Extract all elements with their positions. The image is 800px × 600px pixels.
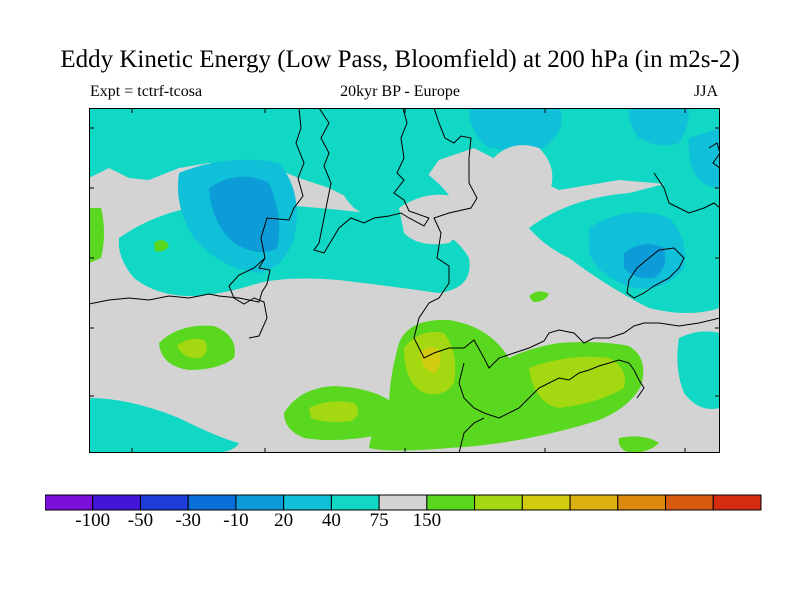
coastline-lake xyxy=(626,247,685,299)
colorbar-swatch xyxy=(521,494,571,511)
colorbar-swatch xyxy=(330,494,380,511)
colorbar-label: 150 xyxy=(412,510,442,531)
coastline-inland-sea xyxy=(458,359,645,419)
contour-near-zero-patch xyxy=(399,194,463,245)
coastline-center-east xyxy=(413,108,720,369)
colorbar-label: 40 xyxy=(321,510,341,531)
contour-pos-west-edge xyxy=(89,208,104,263)
coastline-west xyxy=(89,108,305,305)
colorbar-swatch xyxy=(426,494,476,511)
contour-neg-west-core xyxy=(209,176,280,252)
anomaly-map xyxy=(89,108,720,453)
contour-pos-west-small xyxy=(154,240,169,252)
colorbar-swatch xyxy=(187,494,237,511)
colorbar-swatch xyxy=(378,494,428,511)
contour-pos-south-west-core xyxy=(309,401,359,422)
contour-near-zero-patch-east xyxy=(489,145,553,198)
colorbar-swatch xyxy=(235,494,285,511)
coastline-south xyxy=(458,417,485,453)
contour-pos-south-edge xyxy=(618,436,659,453)
colorbar-label: -10 xyxy=(223,510,249,531)
contour-pos-south-east-mid xyxy=(529,356,625,408)
contour-neg-north-east-core xyxy=(628,108,689,146)
colorbar-swatch xyxy=(712,494,762,511)
contour-pos-south-central-core xyxy=(419,347,441,373)
frame-ticks xyxy=(89,108,720,453)
coastlines xyxy=(89,108,720,453)
experiment-label: Expt = tctrf-tcosa xyxy=(90,83,203,100)
coastline-peninsula xyxy=(228,257,268,339)
colorbar-swatch xyxy=(569,494,619,511)
contour-pos-west-core xyxy=(177,338,207,359)
contour-neg-south-east xyxy=(677,331,720,409)
period-region-label: 20kyr BP - Europe xyxy=(340,83,460,100)
colorbar xyxy=(45,494,762,511)
colorbar-swatch xyxy=(45,494,94,511)
colorbar-swatch xyxy=(617,494,667,511)
coastline-east-north xyxy=(653,172,720,214)
colorbar-swatch xyxy=(92,494,141,511)
contour-neg-north-band xyxy=(89,108,720,203)
coastline-far-east xyxy=(708,142,720,169)
coastline-north xyxy=(313,108,430,254)
season-label: JJA xyxy=(693,83,718,100)
colorbar-swatch xyxy=(283,494,332,511)
colorbar-swatch xyxy=(474,494,523,511)
map-title: Eddy Kinetic Energy (Low Pass, Bloomfiel… xyxy=(60,46,740,73)
colorbar-swatch xyxy=(139,494,189,511)
colorbar-label: -30 xyxy=(175,510,201,531)
colorbar-label: -100 xyxy=(75,510,111,531)
contour-pos-east-small xyxy=(529,291,549,302)
colorbar-label: 75 xyxy=(369,510,389,531)
colorbar-swatch xyxy=(665,494,714,511)
colorbar-label: -50 xyxy=(127,510,154,531)
contour-neg-south-west xyxy=(89,398,239,453)
colorbar-label: 20 xyxy=(274,510,294,531)
contour-neg-north-center xyxy=(469,108,562,151)
contour-neg-east-edge xyxy=(688,128,720,188)
